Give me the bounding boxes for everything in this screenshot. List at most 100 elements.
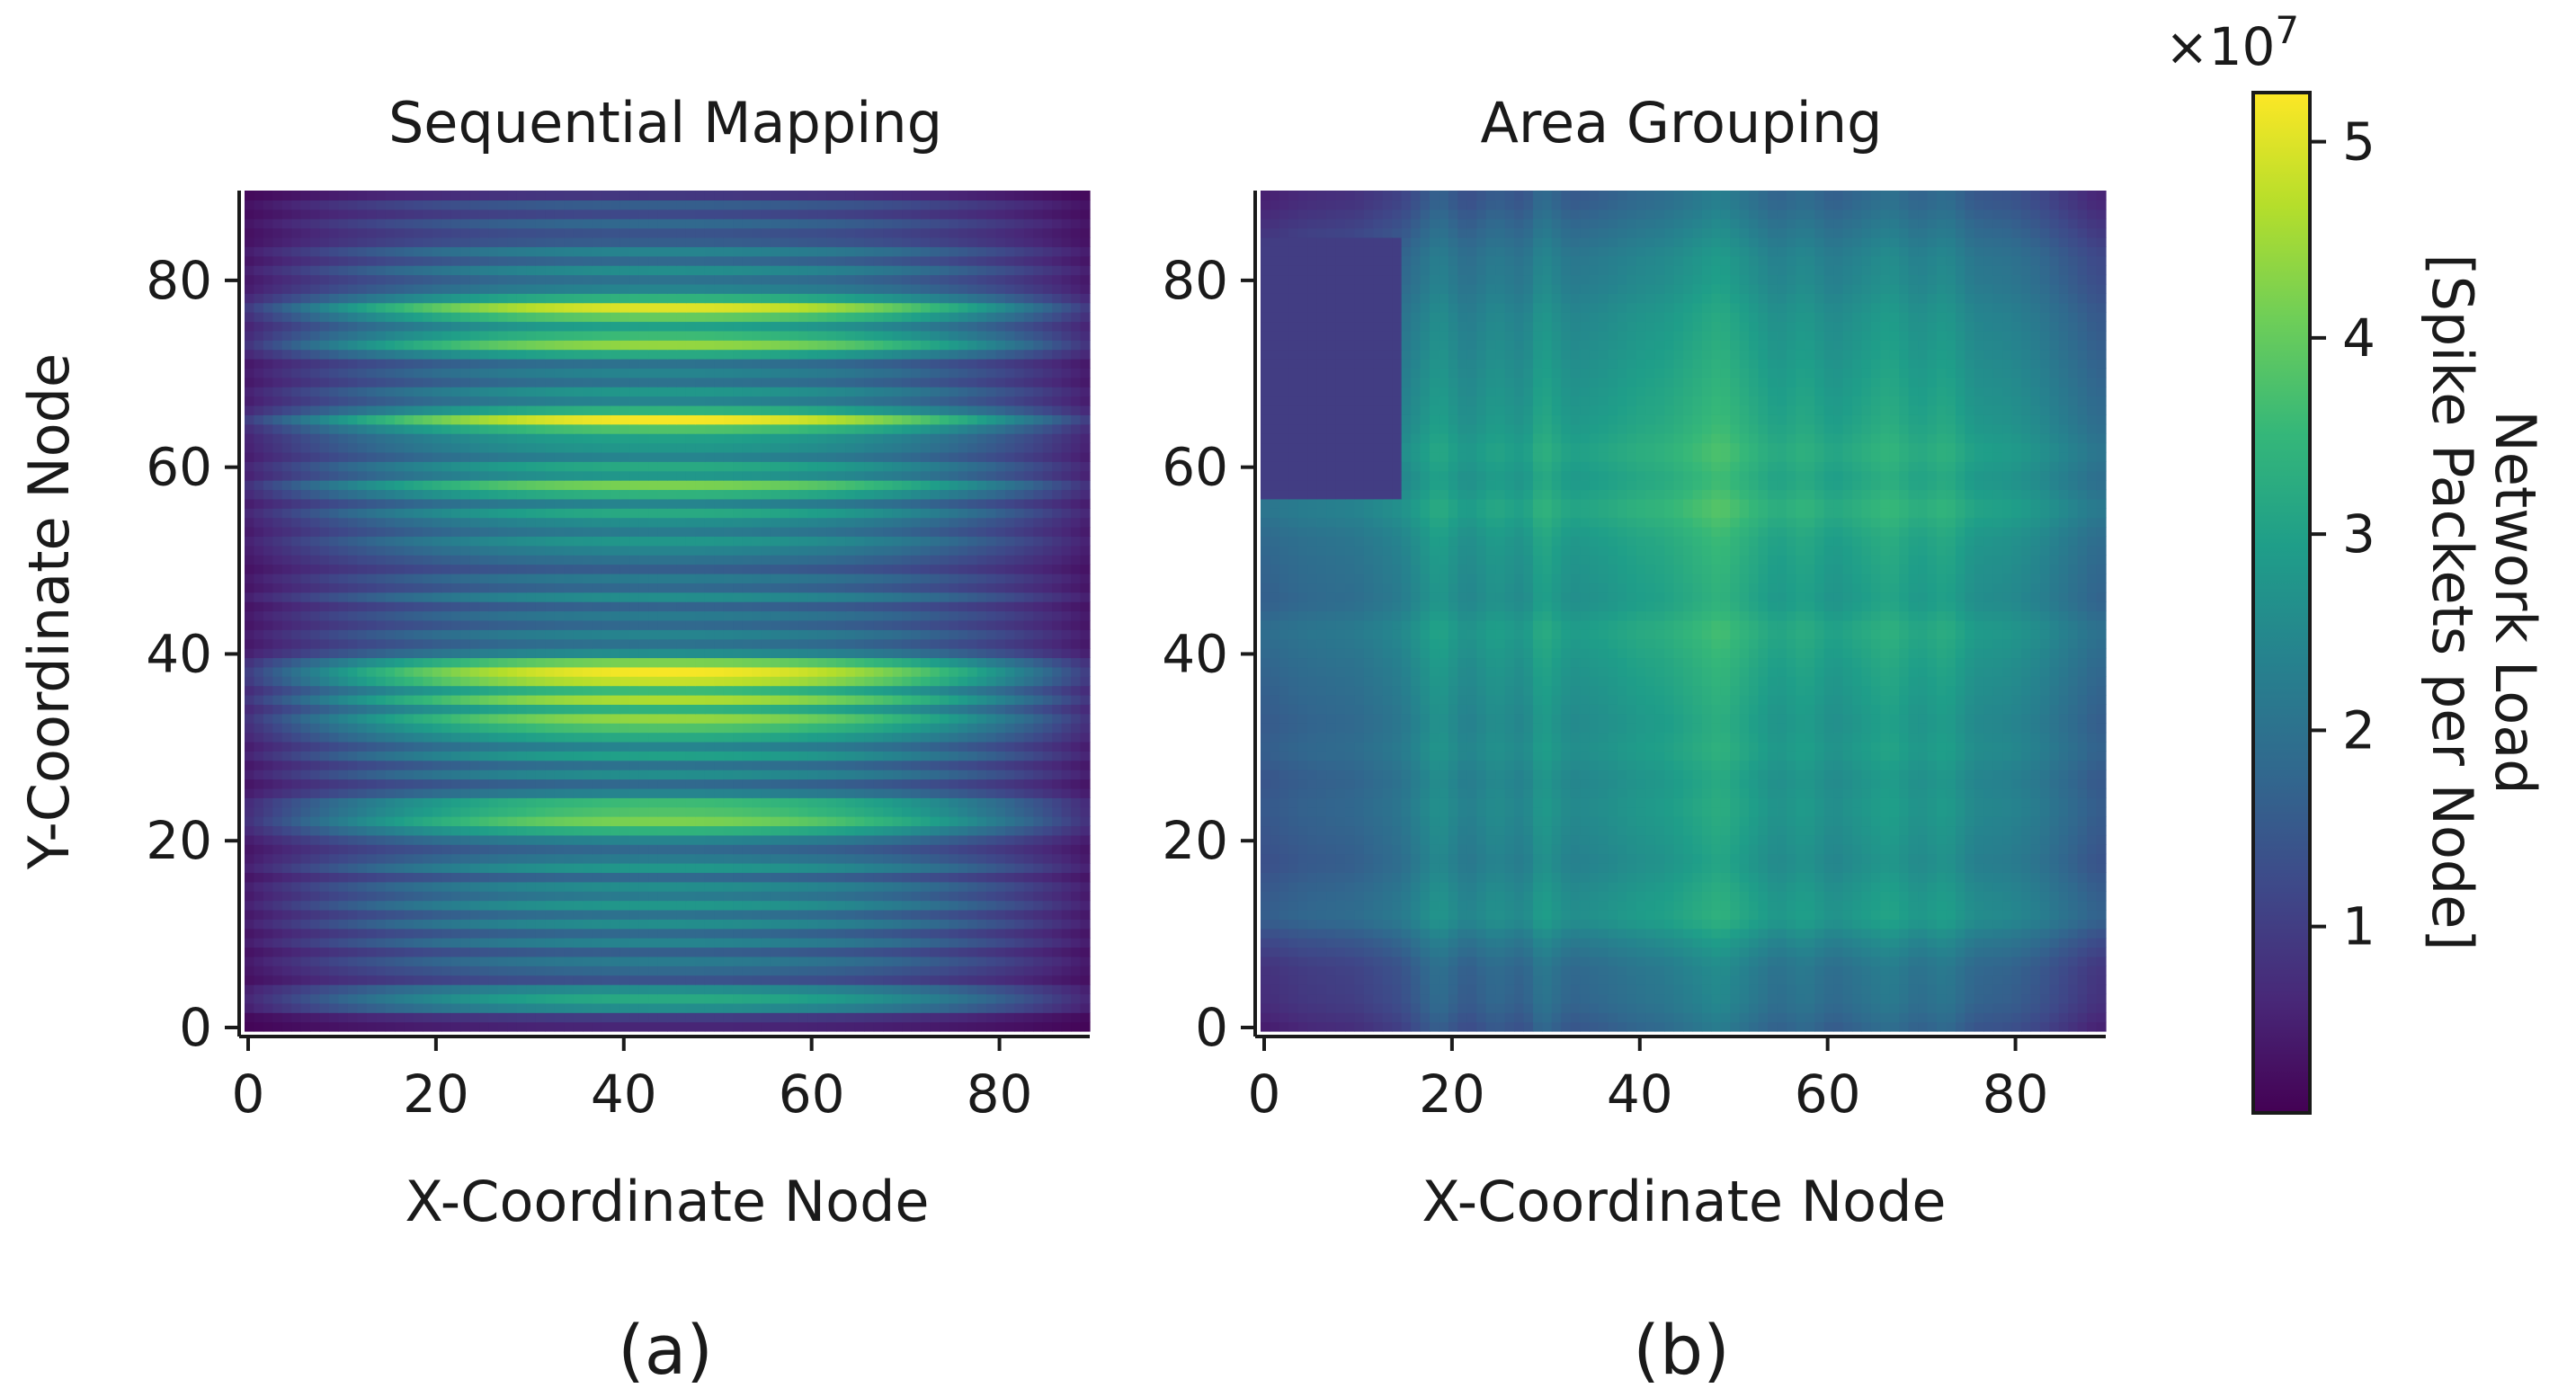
heatmap-cell (498, 984, 509, 995)
heatmap-cell (864, 993, 875, 1004)
heatmap-cell (685, 1021, 696, 1032)
heatmap-cell (385, 779, 396, 789)
heatmap-cell (460, 638, 471, 649)
heatmap-cell (450, 648, 461, 659)
heatmap-cell (338, 648, 349, 659)
heatmap-cell (554, 723, 565, 734)
heatmap-cell (479, 1002, 490, 1013)
heatmap-cell (667, 919, 678, 930)
heatmap-cell (319, 984, 330, 995)
heatmap-cell (958, 555, 968, 565)
heatmap-cell (714, 573, 725, 583)
heatmap-cell (404, 601, 414, 612)
heatmap-cell (845, 853, 856, 864)
heatmap-cell (676, 872, 687, 883)
heatmap-cell (310, 648, 321, 659)
heatmap-cell (479, 872, 490, 883)
heatmap-cell (526, 947, 537, 957)
heatmap-cell (450, 834, 461, 845)
heatmap-cell (619, 1012, 630, 1023)
heatmap-cell (958, 825, 968, 836)
heatmap-cell (780, 797, 790, 808)
heatmap-cell (516, 760, 527, 770)
heatmap-cell (516, 956, 527, 966)
heatmap-cell (338, 741, 349, 752)
heatmap-cell (404, 974, 414, 985)
heatmap-cell (592, 1002, 602, 1013)
heatmap-cell (432, 984, 442, 995)
heatmap-cell (1061, 909, 1072, 920)
heatmap-cell (526, 863, 537, 873)
heatmap-cell (1061, 545, 1072, 556)
heatmap-cell (845, 583, 856, 593)
heatmap-cell (958, 676, 968, 687)
heatmap-cell (1080, 900, 1091, 911)
heatmap-cell (601, 816, 611, 827)
heatmap-cell (395, 965, 406, 976)
heatmap-cell (854, 732, 865, 743)
heatmap-cell (338, 619, 349, 630)
heatmap-cell (733, 1021, 744, 1032)
heatmap-cell (845, 610, 856, 621)
heatmap-cell (347, 619, 358, 630)
heatmap-cell (1042, 891, 1053, 902)
heatmap-cell (319, 919, 330, 930)
heatmap-cell (986, 770, 997, 780)
heatmap-cell (845, 816, 856, 827)
heatmap-cell (254, 938, 264, 948)
heatmap-cell (742, 638, 753, 649)
heatmap-cell (958, 610, 968, 621)
heatmap-cell (892, 545, 903, 556)
heatmap-cell (986, 938, 997, 948)
heatmap-cell (263, 713, 273, 724)
heatmap-cell (272, 619, 283, 630)
heatmap-cell (807, 770, 818, 780)
heatmap-cell (704, 713, 715, 724)
heatmap-cell (695, 965, 706, 976)
heatmap-cell (385, 947, 396, 957)
heatmap-cell (545, 891, 556, 902)
heatmap-cell (704, 881, 715, 892)
heatmap-cell (366, 573, 377, 583)
heatmap-cell (1033, 863, 1044, 873)
heatmap-cell (583, 685, 593, 696)
heatmap-cell (404, 573, 414, 583)
heatmap-cell (545, 657, 556, 668)
heatmap-cell (564, 666, 575, 677)
heatmap-cell (357, 536, 368, 547)
heatmap-cell (245, 984, 255, 995)
heatmap-cell (1052, 676, 1063, 687)
heatmap-cell (949, 797, 959, 808)
heatmap-cell (1071, 938, 1082, 948)
heatmap-cell (573, 965, 584, 976)
heatmap-cell (376, 1012, 387, 1023)
heatmap-cell (676, 751, 687, 761)
heatmap-cell (535, 770, 546, 780)
heatmap-cell (1042, 704, 1053, 715)
heatmap-cell (564, 741, 575, 752)
heatmap-cell (329, 676, 340, 687)
heatmap-cell (583, 863, 593, 873)
heatmap-cell (507, 1021, 518, 1032)
heatmap-cell (1080, 974, 1091, 985)
heatmap-cell (939, 797, 949, 808)
heatmap-cell (704, 1021, 715, 1032)
heatmap-cell (723, 619, 734, 630)
heatmap-cell (911, 787, 922, 798)
heatmap-cell (611, 928, 621, 939)
heatmap-cell (291, 601, 302, 612)
heatmap-cell (254, 984, 264, 995)
heatmap-cell (357, 947, 368, 957)
heatmap-cell (967, 713, 978, 724)
heatmap-cell (441, 900, 452, 911)
heatmap-cell (817, 657, 828, 668)
heatmap-cell (423, 993, 433, 1004)
heatmap-cell (441, 695, 452, 705)
heatmap-cell (685, 1012, 696, 1023)
heatmap-cell (704, 638, 715, 649)
heatmap-cell (281, 601, 292, 612)
heatmap-cell (1061, 695, 1072, 705)
heatmap-cell (395, 638, 406, 649)
heatmap-cell (638, 508, 649, 519)
heatmap-cell (460, 853, 471, 864)
